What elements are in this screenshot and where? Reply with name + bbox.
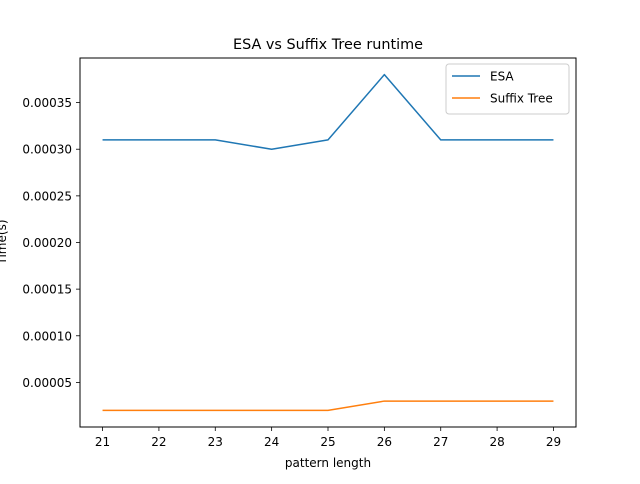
- y-tick-label: 0.00035: [22, 96, 72, 110]
- x-axis-ticks: 21 22 23 24 25 26 27 28 29: [95, 427, 561, 449]
- y-tick-label: 0.00005: [22, 376, 72, 390]
- y-tick-label: 0.00025: [22, 189, 72, 203]
- y-axis-ticks: 0.00005 0.00010 0.00015 0.00020 0.00025 0.000…: [22, 96, 80, 390]
- legend: ESA Suffix Tree: [445, 63, 570, 115]
- x-tick-label: 22: [151, 435, 166, 449]
- y-tick-label: 0.00015: [22, 283, 72, 297]
- legend-label: Suffix Tree: [490, 92, 553, 106]
- x-tick-label: 25: [320, 435, 335, 449]
- series-line-esa: [102, 73, 554, 150]
- x-tick-label: 26: [377, 435, 392, 449]
- x-axis-label: pattern length: [285, 456, 371, 470]
- x-tick-label: 24: [264, 435, 279, 449]
- plot-frame: [79, 57, 577, 428]
- y-axis-label: Time(s): [0, 220, 9, 266]
- series-line-suffix-tree: [102, 400, 554, 412]
- plot-lines: [102, 73, 554, 412]
- x-tick-label: 27: [433, 435, 448, 449]
- x-tick-label: 23: [208, 435, 223, 449]
- y-tick-label: 0.00010: [22, 329, 72, 343]
- legend-label: ESA: [490, 70, 514, 84]
- x-tick-label: 21: [95, 435, 110, 449]
- y-tick-label: 0.00020: [22, 236, 72, 250]
- chart-title: ESA vs Suffix Tree runtime: [233, 37, 423, 53]
- x-tick-label: 29: [546, 435, 561, 449]
- y-tick-label: 0.00030: [22, 143, 72, 157]
- x-tick-label: 28: [489, 435, 504, 449]
